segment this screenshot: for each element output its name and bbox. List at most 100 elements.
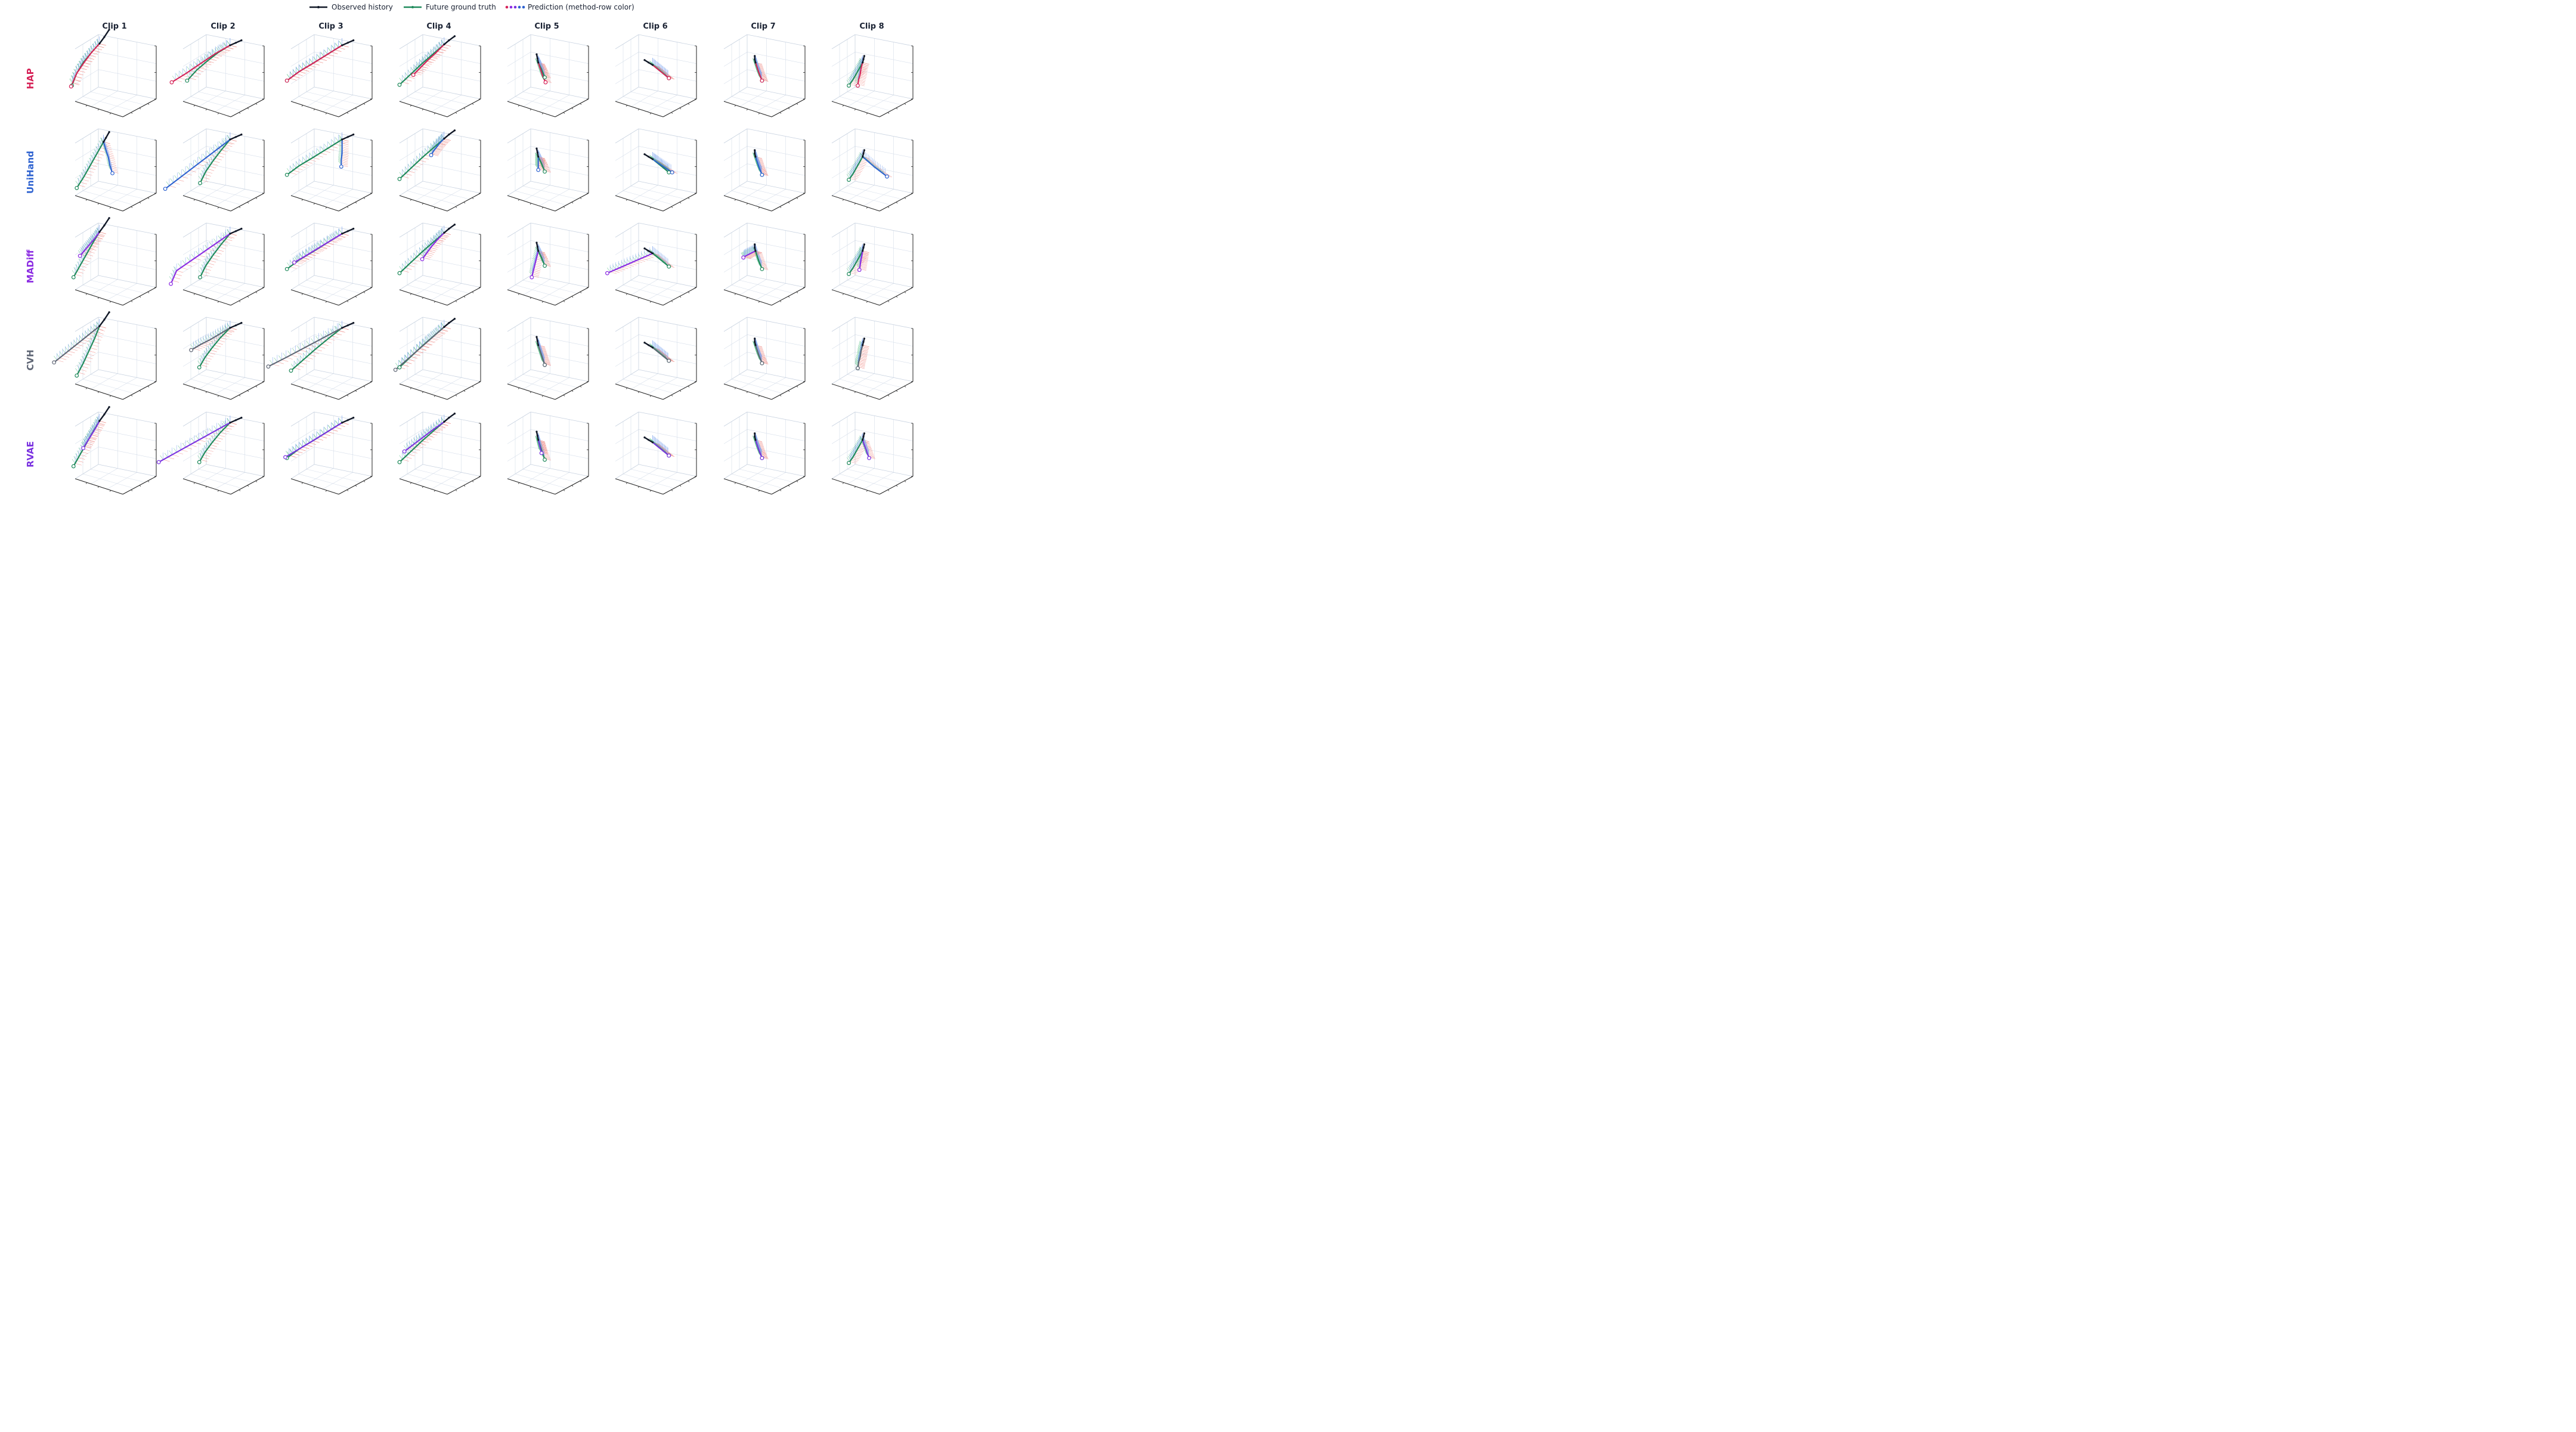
observed-point: [862, 246, 865, 249]
pane-edge: [422, 86, 481, 100]
frame-axis-red: [302, 447, 309, 449]
floor-grid-line: [515, 379, 566, 394]
prediction-line: [606, 253, 654, 274]
pane-edge: [854, 181, 914, 194]
frame-axis-red: [87, 171, 94, 173]
axis-tick: [649, 301, 652, 303]
frame-axis-green: [324, 49, 328, 55]
observed-point: [240, 417, 243, 419]
frame-axis-green: [335, 137, 339, 142]
frame-axis-red: [294, 367, 301, 370]
frame-axis-red: [441, 141, 448, 143]
axis-tick: [779, 112, 782, 114]
floor-grid-line: [298, 379, 350, 394]
frame-axis-red: [432, 153, 439, 155]
prediction-endpoint: [539, 451, 544, 455]
frame-axis-red: [342, 150, 349, 153]
frame-axis-red: [858, 79, 865, 82]
pane-edge: [182, 181, 207, 196]
pane-edge: [638, 275, 697, 288]
frame-axis-green: [212, 49, 216, 54]
frame-axis-red: [405, 456, 412, 459]
floor-grid-line: [298, 284, 350, 300]
frame-axis-red: [444, 233, 451, 235]
frame-axis-red: [80, 265, 87, 268]
frame-axis-red: [435, 53, 442, 56]
frame-axis-green: [405, 261, 408, 265]
observed-point: [229, 44, 231, 47]
future-ground-truth-line: [199, 327, 231, 368]
observed-point: [103, 36, 106, 38]
frame-axis-red: [327, 148, 335, 151]
frame-axis-green: [635, 255, 639, 260]
frame-axis-green: [296, 255, 301, 259]
frame-axis-red: [858, 82, 865, 85]
observed-point: [535, 336, 538, 338]
floor-grid-line: [847, 185, 902, 200]
frame-axis-red: [201, 274, 209, 277]
frame-axis-green: [401, 357, 405, 362]
frame-axis-red: [861, 349, 868, 352]
frame-axis-red: [68, 351, 75, 354]
floor-grid-line: [306, 280, 361, 294]
frame-axis-red: [427, 60, 434, 63]
observed-point: [536, 435, 538, 437]
frame-axis-red: [341, 161, 348, 164]
frame-axis-red: [185, 264, 193, 266]
floor-grid-line: [431, 283, 462, 300]
floor-grid-line: [839, 379, 891, 394]
frame-axis-red: [76, 344, 83, 346]
prediction-endpoint: [69, 84, 73, 89]
pane-edge: [615, 369, 639, 385]
pane-grid-line: [399, 447, 481, 461]
axis-tick: [313, 109, 315, 111]
pane-edge: [747, 275, 806, 288]
axis-tick: [205, 391, 208, 393]
floor-grid-line: [515, 284, 566, 300]
pane-edge: [638, 369, 697, 382]
frame-axis-red: [341, 156, 349, 159]
future-ground-truth-line: [398, 44, 445, 86]
frame-axis-red: [857, 165, 865, 168]
frame-axis-red: [423, 436, 431, 439]
frame-axis-green: [315, 336, 319, 340]
pane-edge: [98, 128, 157, 141]
pane-edge: [206, 222, 265, 235]
frame-axis-red: [98, 150, 106, 153]
axis-tick: [530, 297, 532, 299]
frame-axis-red: [861, 259, 868, 261]
frame-axis-red: [316, 249, 323, 252]
frame-axis-red: [405, 267, 412, 270]
frame-axis-red: [98, 422, 106, 425]
observed-point: [229, 233, 231, 235]
frame-axis-red: [203, 437, 210, 440]
frame-axis-red: [75, 463, 82, 466]
frame-axis-red: [175, 79, 182, 82]
prediction-line: [171, 44, 231, 83]
panel-madiff-clip-8: [831, 222, 914, 306]
frame-axis-green: [69, 79, 73, 83]
floor-grid-line: [630, 91, 686, 106]
frame-axis-red: [422, 346, 429, 348]
prediction-line: [531, 250, 539, 278]
floor-grid-line: [839, 190, 891, 206]
floor-grid-line: [756, 283, 786, 300]
frame-axis-red: [315, 349, 322, 352]
frame-axis-red: [87, 441, 94, 444]
observed-point: [448, 417, 450, 419]
frame-axis-green: [190, 344, 194, 349]
observed-point: [648, 61, 650, 64]
observed-point: [535, 241, 538, 244]
axis-tick: [193, 482, 196, 484]
frame-axis-green: [213, 238, 217, 243]
frame-axis-red: [335, 333, 342, 336]
pane-edge: [182, 128, 207, 144]
axis-tick: [85, 105, 88, 107]
legend: Observed history Future ground truth Pre…: [309, 3, 634, 11]
frame-axis-red: [341, 160, 348, 162]
pane-edge: [723, 128, 748, 144]
frame-axis-red: [94, 159, 101, 162]
axis-tick: [85, 199, 88, 201]
frame-axis-red: [441, 329, 448, 332]
floor-grid-line: [515, 96, 566, 111]
